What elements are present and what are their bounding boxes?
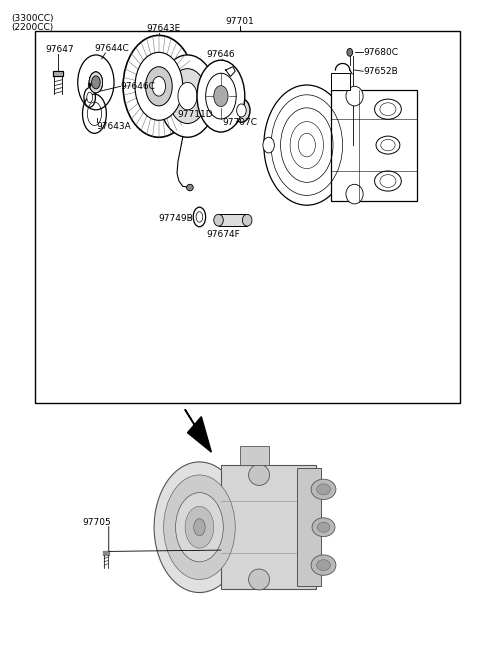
Ellipse shape <box>89 72 103 93</box>
Ellipse shape <box>152 77 166 96</box>
Ellipse shape <box>145 67 172 106</box>
Text: (3300CC): (3300CC) <box>11 14 53 24</box>
Ellipse shape <box>197 60 245 132</box>
Ellipse shape <box>312 518 335 537</box>
Text: 97643E: 97643E <box>146 24 180 33</box>
Ellipse shape <box>135 52 183 120</box>
Bar <box>35 31 459 403</box>
Ellipse shape <box>317 484 330 495</box>
Ellipse shape <box>92 76 100 89</box>
Ellipse shape <box>376 136 400 154</box>
Ellipse shape <box>89 72 103 93</box>
Text: 97680C: 97680C <box>363 48 398 57</box>
Text: 97644C: 97644C <box>95 44 129 53</box>
Ellipse shape <box>185 506 214 548</box>
Bar <box>240 445 269 465</box>
Ellipse shape <box>249 464 270 485</box>
Text: 97652B: 97652B <box>363 67 398 76</box>
Ellipse shape <box>346 184 363 204</box>
Ellipse shape <box>311 479 336 499</box>
Ellipse shape <box>317 560 330 571</box>
Ellipse shape <box>168 69 206 123</box>
Ellipse shape <box>88 83 91 87</box>
Text: 97701: 97701 <box>226 16 254 26</box>
Text: 97643A: 97643A <box>97 122 132 131</box>
Ellipse shape <box>263 137 275 153</box>
Bar <box>331 90 417 201</box>
Ellipse shape <box>205 73 236 119</box>
Ellipse shape <box>249 569 270 590</box>
Text: 97674F: 97674F <box>206 230 240 239</box>
Text: 97711D: 97711D <box>177 110 213 119</box>
Text: 97705: 97705 <box>83 518 111 527</box>
Ellipse shape <box>374 99 401 119</box>
Ellipse shape <box>196 212 203 222</box>
Ellipse shape <box>89 72 103 93</box>
Bar <box>331 73 350 90</box>
Ellipse shape <box>214 215 223 226</box>
Ellipse shape <box>233 98 250 122</box>
Ellipse shape <box>123 35 195 137</box>
Ellipse shape <box>159 55 216 137</box>
Text: 97749B: 97749B <box>158 214 192 223</box>
Text: 97647: 97647 <box>46 45 74 54</box>
Ellipse shape <box>176 493 223 562</box>
Ellipse shape <box>346 87 363 106</box>
Ellipse shape <box>87 92 93 102</box>
Ellipse shape <box>214 86 228 106</box>
Bar <box>221 465 316 589</box>
Ellipse shape <box>194 519 205 536</box>
Bar <box>218 215 247 226</box>
Ellipse shape <box>374 171 401 191</box>
Ellipse shape <box>89 72 103 93</box>
Ellipse shape <box>164 475 235 579</box>
Ellipse shape <box>242 215 252 226</box>
Text: 97646: 97646 <box>206 50 235 59</box>
Text: 97646C: 97646C <box>120 82 156 91</box>
Ellipse shape <box>311 555 336 575</box>
Ellipse shape <box>178 83 197 110</box>
Ellipse shape <box>237 104 246 117</box>
Bar <box>297 468 321 586</box>
Ellipse shape <box>317 522 330 532</box>
Text: (2200CC): (2200CC) <box>11 23 53 32</box>
FancyArrow shape <box>185 409 211 452</box>
Ellipse shape <box>264 85 350 205</box>
Polygon shape <box>53 71 63 76</box>
Ellipse shape <box>78 55 114 110</box>
Polygon shape <box>103 552 109 556</box>
Ellipse shape <box>347 49 353 56</box>
Text: 97707C: 97707C <box>223 117 257 127</box>
Ellipse shape <box>187 184 193 191</box>
Ellipse shape <box>154 462 245 592</box>
